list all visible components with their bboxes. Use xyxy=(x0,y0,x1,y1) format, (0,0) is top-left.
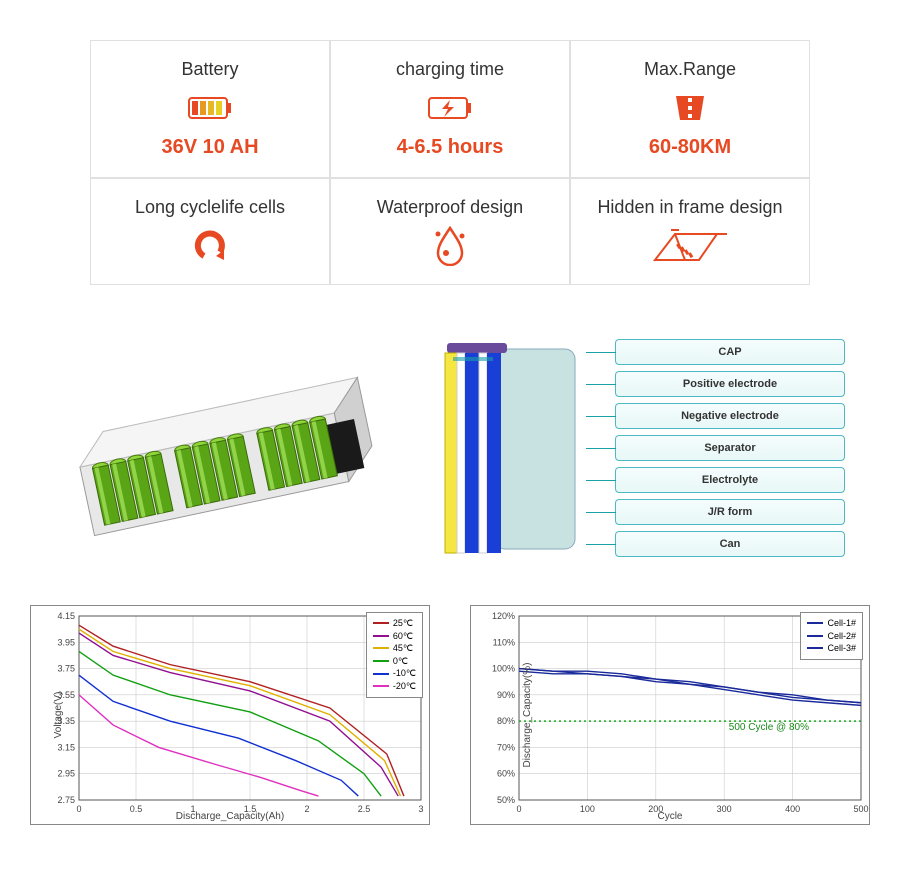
spec-range: Max.Range 60-80KM xyxy=(570,40,810,178)
chart-right-legend: Cell-1#Cell-2#Cell-3# xyxy=(800,612,863,660)
svg-text:0.5: 0.5 xyxy=(130,804,143,814)
battery-pack-image xyxy=(55,345,395,565)
spec-title: Long cyclelife cells xyxy=(135,197,285,218)
svg-text:120%: 120% xyxy=(492,611,515,621)
svg-text:70%: 70% xyxy=(497,742,515,752)
chart-right-xlabel: Cycle xyxy=(657,811,682,822)
charts-row: 2.752.953.153.353.553.753.954.1500.511.5… xyxy=(20,605,880,825)
chart-right-ylabel: Discharge_Capacity(%) xyxy=(522,662,533,767)
svg-text:0: 0 xyxy=(516,804,521,814)
spec-hidden-frame: Hidden in frame design xyxy=(570,178,810,285)
chart-left-ylabel: Voltage(V) xyxy=(53,692,64,739)
svg-text:2.5: 2.5 xyxy=(358,804,371,814)
battery-icon xyxy=(188,92,232,124)
cell-label: Can xyxy=(615,531,845,557)
spec-title: Max.Range xyxy=(644,59,736,80)
svg-text:2.95: 2.95 xyxy=(57,769,75,779)
svg-text:50%: 50% xyxy=(497,795,515,805)
legend-item: Cell-2# xyxy=(807,630,856,643)
cycle-icon xyxy=(188,230,232,262)
svg-text:100%: 100% xyxy=(492,664,515,674)
svg-text:60%: 60% xyxy=(497,769,515,779)
spec-title: Hidden in frame design xyxy=(597,197,782,218)
legend-item: -10℃ xyxy=(373,667,416,680)
spec-waterproof: Waterproof design xyxy=(330,178,570,285)
chart-right-annotation: 500 Cycle @ 80% xyxy=(729,722,809,733)
range-icon xyxy=(670,92,710,124)
cell-label: Negative electrode xyxy=(615,403,845,429)
svg-text:2: 2 xyxy=(304,804,309,814)
spec-cyclelife: Long cyclelife cells xyxy=(90,178,330,285)
spec-charging: charging time 4-6.5 hours xyxy=(330,40,570,178)
svg-text:90%: 90% xyxy=(497,690,515,700)
cell-structure-diagram: CAP Positive electrode Negative electrode S… xyxy=(425,335,845,575)
svg-text:100: 100 xyxy=(580,804,595,814)
svg-text:3.95: 3.95 xyxy=(57,637,75,647)
charge-icon xyxy=(428,92,472,124)
spec-title: Battery xyxy=(181,59,238,80)
water-icon xyxy=(432,230,468,262)
cell-label: CAP xyxy=(615,339,845,365)
legend-item: 0℃ xyxy=(373,655,416,668)
svg-text:0: 0 xyxy=(76,804,81,814)
legend-item: Cell-3# xyxy=(807,642,856,655)
legend-item: -20℃ xyxy=(373,680,416,693)
cell-label: Electrolyte xyxy=(615,467,845,493)
legend-item: Cell-1# xyxy=(807,617,856,630)
spec-value: 60-80KM xyxy=(649,136,731,159)
svg-text:3.75: 3.75 xyxy=(57,664,75,674)
svg-text:2.75: 2.75 xyxy=(57,795,75,805)
cell-body xyxy=(425,335,585,555)
svg-text:80%: 80% xyxy=(497,716,515,726)
legend-item: 45℃ xyxy=(373,642,416,655)
svg-text:300: 300 xyxy=(717,804,732,814)
svg-text:500: 500 xyxy=(853,804,868,814)
spec-value: 4-6.5 hours xyxy=(397,136,504,159)
spec-value: 36V 10 AH xyxy=(161,136,258,159)
svg-text:400: 400 xyxy=(785,804,800,814)
frame-icon xyxy=(645,230,735,262)
middle-row: CAP Positive electrode Negative electrode S… xyxy=(40,335,860,575)
spec-title: Waterproof design xyxy=(377,197,523,218)
svg-text:4.15: 4.15 xyxy=(57,611,75,621)
chart-left-xlabel: Discharge_Capacity(Ah) xyxy=(176,811,284,822)
cell-label: Positive electrode xyxy=(615,371,845,397)
cell-label: Separator xyxy=(615,435,845,461)
spec-title: charging time xyxy=(396,59,504,80)
svg-text:3.15: 3.15 xyxy=(57,742,75,752)
svg-text:3: 3 xyxy=(418,804,423,814)
spec-battery: Battery 36V 10 AH xyxy=(90,40,330,178)
discharge-voltage-chart: 2.752.953.153.353.553.753.954.1500.511.5… xyxy=(30,605,430,825)
legend-item: 25℃ xyxy=(373,617,416,630)
cell-label: J/R form xyxy=(615,499,845,525)
svg-text:110%: 110% xyxy=(493,637,515,647)
chart-left-legend: 25℃60℃45℃0℃-10℃-20℃ xyxy=(366,612,423,698)
legend-item: 60℃ xyxy=(373,630,416,643)
cycle-capacity-chart: 50%60%70%80%90%100%110%120%0100200300400… xyxy=(470,605,870,825)
cell-label-stack: CAP Positive electrode Negative electrode S… xyxy=(585,335,845,575)
spec-grid: Battery 36V 10 AH charging time 4-6.5 ho… xyxy=(90,40,810,285)
